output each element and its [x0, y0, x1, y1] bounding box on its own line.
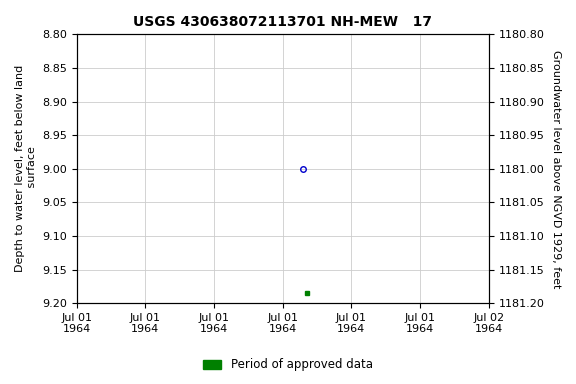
Title: USGS 430638072113701 NH-MEW   17: USGS 430638072113701 NH-MEW 17 [133, 15, 432, 29]
Legend: Period of approved data: Period of approved data [199, 354, 377, 376]
Y-axis label: Groundwater level above NGVD 1929, feet: Groundwater level above NGVD 1929, feet [551, 50, 561, 288]
Y-axis label: Depth to water level, feet below land
 surface: Depth to water level, feet below land su… [15, 65, 37, 272]
